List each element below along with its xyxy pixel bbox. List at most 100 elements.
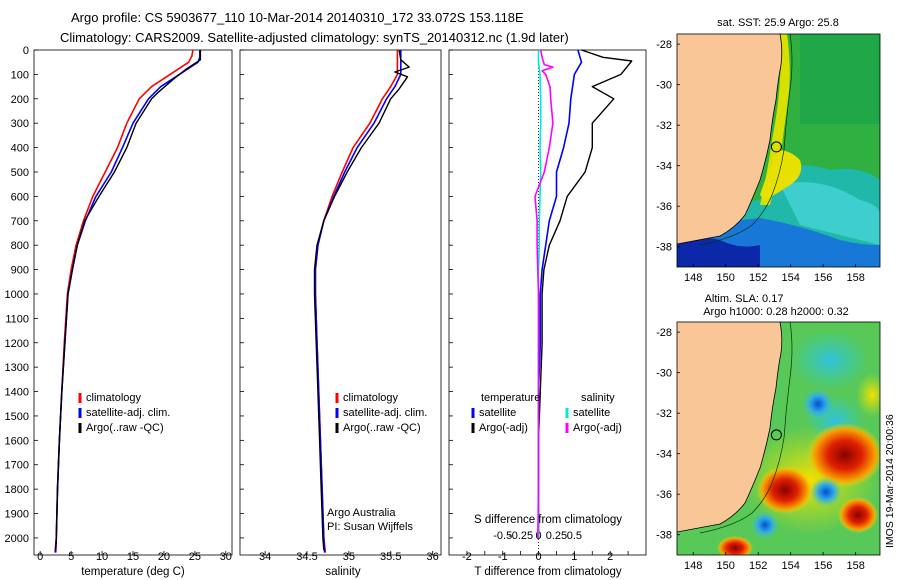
credit-line2: PI: Susan Wijffels <box>327 521 413 533</box>
x-tick-label: 34 <box>259 551 271 563</box>
s-diff-tick-label: 0.25 <box>546 530 567 542</box>
legend-heading-salinity: salinity <box>581 392 615 404</box>
x-tick-label: -1 <box>498 551 508 563</box>
sla-blue-eddy-1 <box>802 388 834 420</box>
sst-map-frame <box>676 33 881 268</box>
legend-label: satellite <box>479 407 516 419</box>
lat-tick-label: -36 <box>656 201 672 213</box>
sst-land <box>677 34 782 244</box>
lon-tick-label: 148 <box>684 560 702 572</box>
sst-coastline <box>677 34 783 245</box>
sst-map: sat. SST: 25.9 Argo: 25.8 148 150 152 154 15… <box>656 17 881 284</box>
lon-tick-label: 148 <box>684 272 702 284</box>
lat-tick-label: -36 <box>656 489 672 501</box>
sst-warm-current <box>760 34 790 205</box>
sst-yellow-tongue <box>760 150 802 200</box>
sla-land <box>677 322 782 532</box>
s-diff-tick-label: -0.5 <box>493 530 512 542</box>
timestamp-stamp: IMOS 19-Mar-2014 20:00:36 <box>884 414 896 548</box>
temperature-panel: 0 5 10 15 20 25 300100200300400500600700800900… <box>5 45 233 563</box>
sla-coastline <box>677 322 783 533</box>
legend-label: climatology <box>343 392 399 404</box>
lat-tick-label: -28 <box>656 39 672 51</box>
y-tick-label: 1100 <box>5 313 29 325</box>
y-tick-label: 1700 <box>5 460 29 472</box>
y-tick-label: 1600 <box>5 435 29 447</box>
x-tick-label: 34.5 <box>296 551 317 563</box>
lon-tick-label: 150 <box>717 560 735 572</box>
lat-tick-label: -32 <box>656 408 672 420</box>
sla-contour <box>699 322 793 534</box>
lat-tick-label: -38 <box>656 242 672 254</box>
sla-red-eddy-south <box>838 497 878 533</box>
sst-map-title: sat. SST: 25.9 Argo: 25.8 <box>717 17 839 29</box>
y-tick-label: 0 <box>23 45 29 57</box>
y-tick-label: 800 <box>11 240 29 252</box>
y-tick-label: 1900 <box>5 509 29 521</box>
lat-tick-label: -32 <box>656 120 672 132</box>
x-tick-label: 10 <box>96 551 108 563</box>
lon-tick-label: 158 <box>846 272 864 284</box>
lon-tick-label: 156 <box>814 560 832 572</box>
lon-tick-label: 152 <box>749 560 767 572</box>
lat-tick-label: -34 <box>656 161 672 173</box>
plot-frame <box>33 49 233 556</box>
lat-tick-label: -28 <box>656 327 672 339</box>
y-tick-label: 1000 <box>5 289 29 301</box>
sst-green-east <box>800 34 880 124</box>
y-tick-label: 600 <box>11 191 29 203</box>
x-tick-label: 30 <box>220 551 232 563</box>
sla-yellow-east <box>856 373 880 417</box>
sla-blue-eddy-3 <box>751 511 779 539</box>
x-tick-label: 0 <box>535 551 541 563</box>
legend-label: satellite <box>573 407 610 419</box>
plot-frame <box>239 49 442 556</box>
y-tick-label: 300 <box>11 118 29 130</box>
lon-tick-label: 152 <box>749 272 767 284</box>
y-tick-label: 100 <box>11 69 29 81</box>
legend-label: satellite-adj. clim. <box>86 407 170 419</box>
difference-panel: -2-1012-0.5-0.2500.250.5temperaturesalin… <box>448 49 647 563</box>
lon-tick-label: 154 <box>782 560 800 572</box>
sst-map-ticks: 148 150 152 154 156 158 -28 -30 -32 -34 -36 -38 <box>656 39 865 284</box>
series-line-salinity-argo-adj- <box>534 49 554 538</box>
salinity-axis-label: salinity <box>325 566 360 578</box>
x-tick-label: 0 <box>37 551 43 563</box>
sst-argo-marker <box>770 141 782 153</box>
y-tick-label: 1500 <box>5 411 29 423</box>
lat-tick-label: -38 <box>656 530 672 542</box>
s-diff-tick-label: 0.5 <box>567 530 582 542</box>
s-difference-axis-label: S difference from climatology <box>474 514 622 526</box>
legend-heading-temperature: temperature <box>481 392 540 404</box>
sla-blue-eddy-2 <box>810 477 842 507</box>
credit-line1: Argo Australia <box>327 507 396 519</box>
plot-frame <box>448 49 647 556</box>
sla-map-ticks: 148 150 152 154 156 158 -28 -30 -32 -34 -36 -38 <box>656 327 865 572</box>
sst-contour <box>699 34 793 246</box>
lon-tick-label: 150 <box>717 272 735 284</box>
sst-deep-blue <box>677 237 760 267</box>
sla-map-frame <box>676 321 881 556</box>
sla-map-subtitle: Argo h1000: 0.28 h2000: 0.32 <box>703 306 849 318</box>
y-tick-label: 400 <box>11 143 29 155</box>
x-tick-label: 35.5 <box>380 551 401 563</box>
y-tick-label: 1300 <box>5 362 29 374</box>
x-tick-label: 25 <box>189 551 201 563</box>
x-tick-label: 15 <box>127 551 139 563</box>
legend-label: Argo(..raw -QC) <box>86 422 164 434</box>
series-line-argo-raw-qc- <box>313 49 410 551</box>
s-diff-tick-label: -0.25 <box>508 530 533 542</box>
sst-cyan-band <box>780 182 880 245</box>
lat-tick-label: -30 <box>656 80 672 92</box>
y-tick-label: 1400 <box>5 387 29 399</box>
figure-title-line2: Climatology: CARS2009. Satellite-adjuste… <box>60 30 569 45</box>
y-tick-label: 200 <box>11 94 29 106</box>
legend-label: satellite-adj. clim. <box>343 407 427 419</box>
x-tick-label: 36 <box>427 551 439 563</box>
y-tick-label: 900 <box>11 265 29 277</box>
y-tick-label: 1200 <box>5 338 29 350</box>
temperature-axis-label: temperature (deg C) <box>81 566 185 578</box>
salinity-panel: 34 34.5 35 35.5 36 climatology satellite-adj. … <box>239 49 442 563</box>
series-line-argo-raw-qc- <box>55 50 202 551</box>
sla-red-eddy-sw <box>717 536 753 555</box>
